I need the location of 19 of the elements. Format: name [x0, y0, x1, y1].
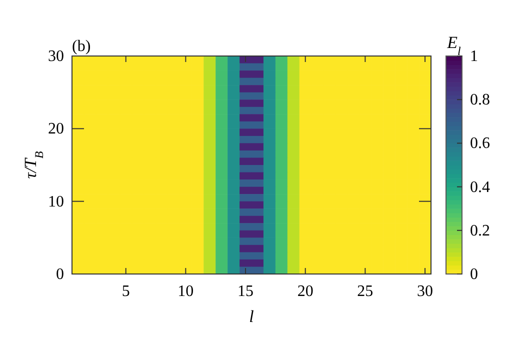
color-bar-label: 0.8 [470, 92, 490, 109]
color-bar-label: 1 [470, 48, 478, 65]
color-bar-label: 0.2 [470, 222, 490, 240]
x-axis-title: l [249, 307, 254, 326]
x-tick-label: 25 [357, 283, 374, 300]
chart-title: (b) [72, 38, 91, 55]
color-bar-label: 0.6 [470, 135, 490, 152]
x-tick-label: 5 [122, 283, 130, 300]
color-bar-title: E$_{l}$ [446, 33, 462, 58]
x-tick-label: 30 [417, 283, 434, 300]
x-tick-label: 15 [238, 283, 254, 300]
y-tick-label: 30 [48, 48, 64, 65]
x-tick-label: 20 [297, 283, 314, 300]
x-tick-label: 10 [178, 283, 194, 300]
y-tick-label: 20 [48, 120, 64, 138]
y-tick-label: 10 [48, 193, 64, 210]
color-bar-label: 0 [470, 266, 478, 283]
y-tick-label: 0 [56, 266, 64, 283]
color-bar-label: 0.4 [470, 178, 490, 196]
